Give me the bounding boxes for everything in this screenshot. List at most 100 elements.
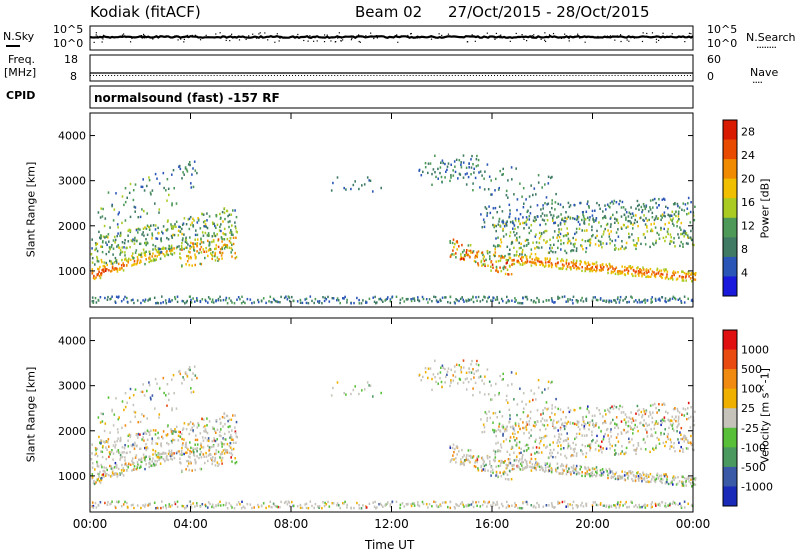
power-cell [525, 216, 528, 219]
velocity-cell [194, 374, 197, 377]
velocity-cell [525, 425, 527, 428]
nave-dot [189, 75, 191, 76]
power-cell [691, 280, 693, 283]
power-cell [495, 267, 498, 271]
velocity-cell [672, 408, 675, 411]
power-cell [656, 206, 658, 209]
velocity-cell [564, 421, 566, 425]
power-cell [452, 174, 455, 177]
power-cell [572, 259, 575, 262]
velocity-cell [655, 477, 658, 480]
velocity-cell [523, 449, 525, 453]
velocity-cell [508, 420, 511, 423]
velocity-cell [465, 388, 468, 391]
velocity-cell [624, 413, 627, 416]
nave-dot [469, 75, 471, 76]
nave-dot [662, 75, 664, 76]
velocity-cell [196, 426, 199, 429]
velocity-cell [135, 433, 138, 437]
power-cell [666, 273, 668, 276]
nsearch-dot [655, 41, 658, 43]
power-cell [462, 176, 465, 179]
velocity-cell [620, 452, 622, 455]
power-cell [687, 196, 690, 200]
velocity-cell [674, 450, 676, 453]
power-cell [585, 250, 587, 254]
power-cell [638, 208, 640, 211]
velocity-cell [162, 437, 164, 440]
velocity-cell [560, 453, 562, 456]
velocity-cell [670, 441, 672, 444]
velocity-cell [193, 451, 195, 454]
power-cell [116, 245, 118, 248]
power-cell [596, 229, 598, 233]
power-cell [173, 187, 175, 190]
velocity-cell [343, 391, 345, 395]
power-cell [509, 212, 511, 215]
velocity-cell [667, 482, 670, 486]
nave-dot [578, 75, 580, 76]
power-cell [292, 299, 295, 303]
velocity-cell [189, 428, 192, 432]
velocity-cell [533, 466, 536, 469]
velocity-cell [481, 431, 484, 434]
power-cell [507, 273, 510, 276]
power-cell [539, 235, 542, 238]
velocity-cell [520, 451, 522, 454]
velocity-cell [455, 461, 457, 464]
power-cell [196, 171, 198, 175]
velocity-cell [189, 456, 191, 459]
velocity-cell [542, 469, 544, 472]
power-cell [162, 301, 164, 304]
power-cell [452, 249, 454, 252]
velocity-cell [104, 441, 106, 444]
power-cell [277, 300, 279, 304]
velocity-cell [678, 423, 680, 426]
velocity-cell [219, 417, 221, 421]
velocity-cell [435, 504, 438, 507]
velocity-cell [465, 505, 468, 508]
power-cell [203, 250, 205, 253]
power-cell [588, 263, 591, 267]
power-cell [609, 265, 612, 268]
velocity-cell [490, 474, 492, 477]
power-cell [505, 233, 508, 236]
velocity-cell [229, 446, 232, 449]
power-cell [677, 204, 679, 208]
velocity-cell [206, 417, 208, 420]
power-cell [537, 181, 540, 184]
velocity-cell [543, 444, 545, 447]
power-cell [94, 263, 96, 266]
velocity-cell [145, 448, 147, 452]
velocity-cell [232, 447, 235, 451]
power-cell [519, 301, 521, 305]
velocity-cell [94, 453, 96, 457]
power-cell [654, 297, 657, 301]
power-cell [427, 162, 430, 165]
power-cell [406, 298, 408, 301]
power-cell [589, 241, 592, 245]
power-cell [598, 204, 600, 207]
nave-dot [243, 75, 245, 76]
power-cell [446, 165, 449, 168]
velocity-cell [647, 480, 649, 483]
power-cell [581, 245, 583, 248]
velocity-cell [674, 503, 677, 506]
velocity-cell [483, 426, 486, 429]
velocity-cell [596, 469, 598, 472]
power-cell [623, 269, 626, 272]
power-cell [184, 166, 187, 169]
velocity-cell [453, 451, 455, 454]
power-cell [660, 228, 662, 231]
power-cell [656, 268, 658, 272]
velocity-cell [544, 388, 546, 391]
power-cell [530, 264, 533, 267]
power-cell [386, 297, 388, 301]
power-cell [557, 224, 559, 227]
velocity-cell [495, 429, 497, 433]
velocity-cell [674, 476, 677, 479]
velocity-cell [585, 415, 588, 418]
nsearch-dot [338, 32, 340, 34]
velocity-cell [194, 458, 196, 461]
velocity-cell [537, 462, 540, 466]
